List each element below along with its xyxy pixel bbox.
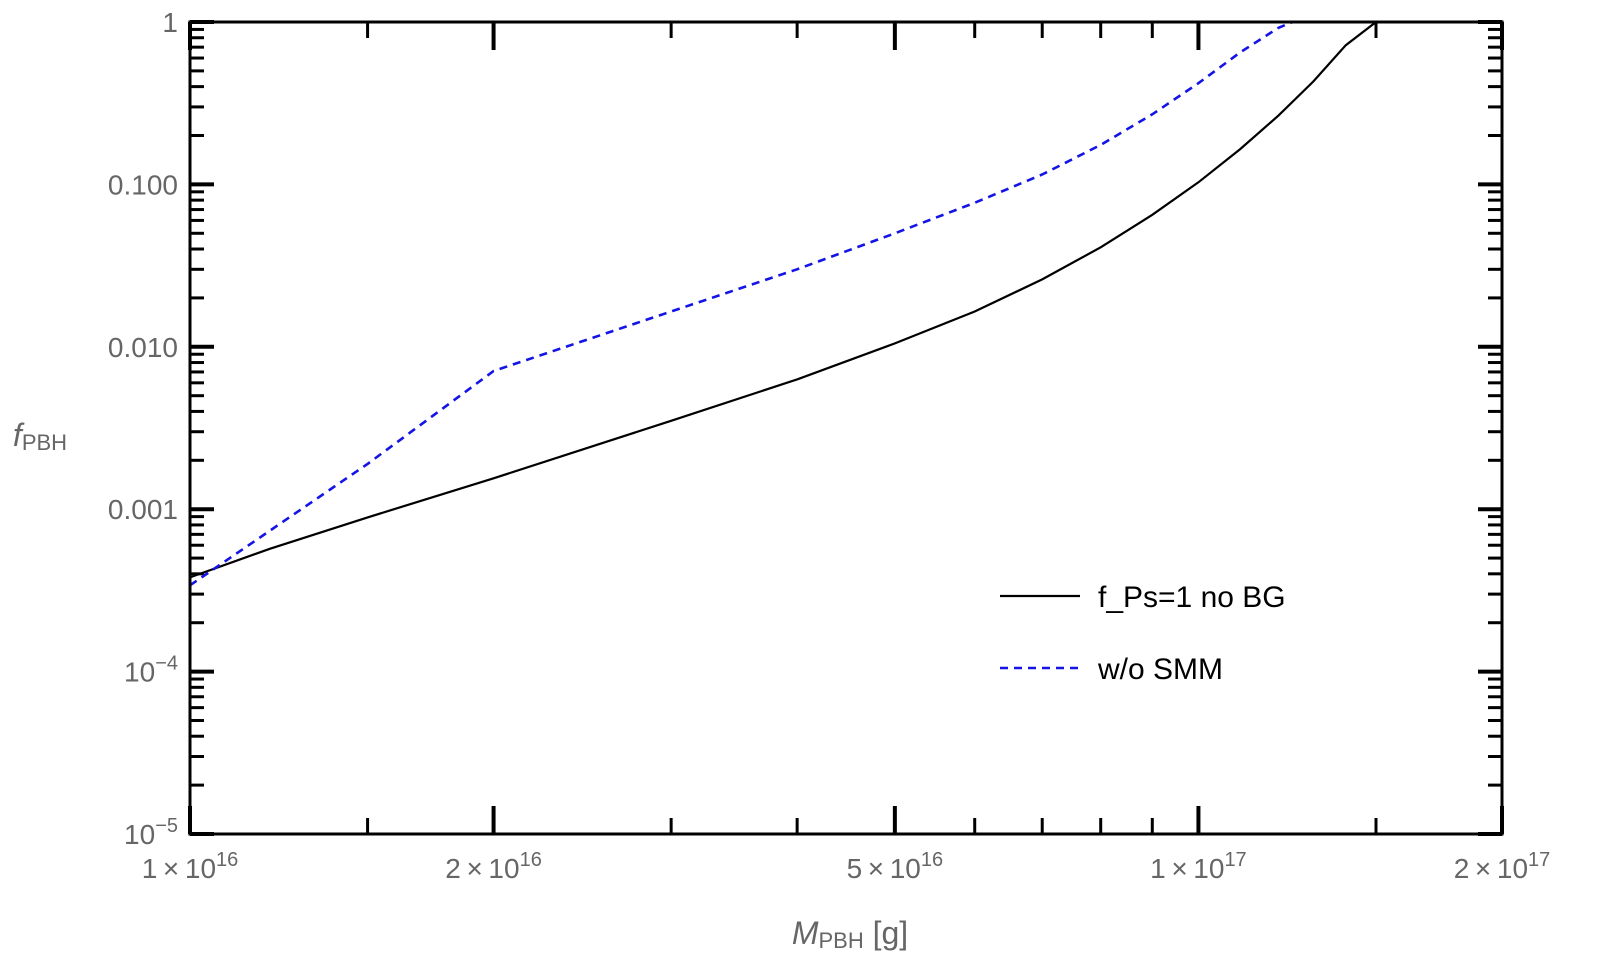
x-tick-label: 5 × 1016 [847, 849, 944, 884]
tick-marks [188, 20, 1504, 836]
x-axis-label: MPBH [g] [792, 915, 908, 953]
y-tick-label: 10−4 [124, 653, 178, 688]
x-tick-label: 1 × 1017 [1150, 849, 1247, 884]
x-axis-label-sub: PBH [818, 928, 863, 953]
y-axis-label: fPBH [13, 417, 67, 455]
legend-label-2: w/o SMM [1097, 653, 1223, 686]
series-layer [190, 22, 1377, 587]
legend: f_Ps=1 no BG w/o SMM [1000, 581, 1286, 686]
plot-frame [188, 20, 1504, 836]
y-tick-label: 0.100 [108, 169, 178, 200]
x-tick-label: 2 × 1016 [445, 849, 542, 884]
x-tick-label: 2 × 1017 [1454, 849, 1551, 884]
x-tick-label: 1 × 1016 [142, 849, 239, 884]
legend-label-1: f_Ps=1 no BG [1098, 581, 1286, 614]
y-tick-label: 0.010 [108, 332, 178, 363]
x-axis-label-main: M [792, 915, 819, 951]
y-axis-label-sub: PBH [22, 430, 67, 455]
y-tick-label: 1 [162, 7, 178, 38]
y-tick-label: 10−5 [124, 815, 178, 850]
x-tick-labels: 1 × 1016 2 × 1016 5 × 1016 1 × 1017 2 × 1017 [142, 849, 1551, 884]
y-tick-label: 0.001 [108, 494, 178, 525]
x-axis-label-suffix: [g] [864, 915, 908, 951]
y-tick-labels: 1 0.100 0.010 0.001 10−4 10−5 [108, 7, 178, 850]
series-line-2 [190, 22, 1294, 587]
series-line-1 [190, 22, 1377, 579]
